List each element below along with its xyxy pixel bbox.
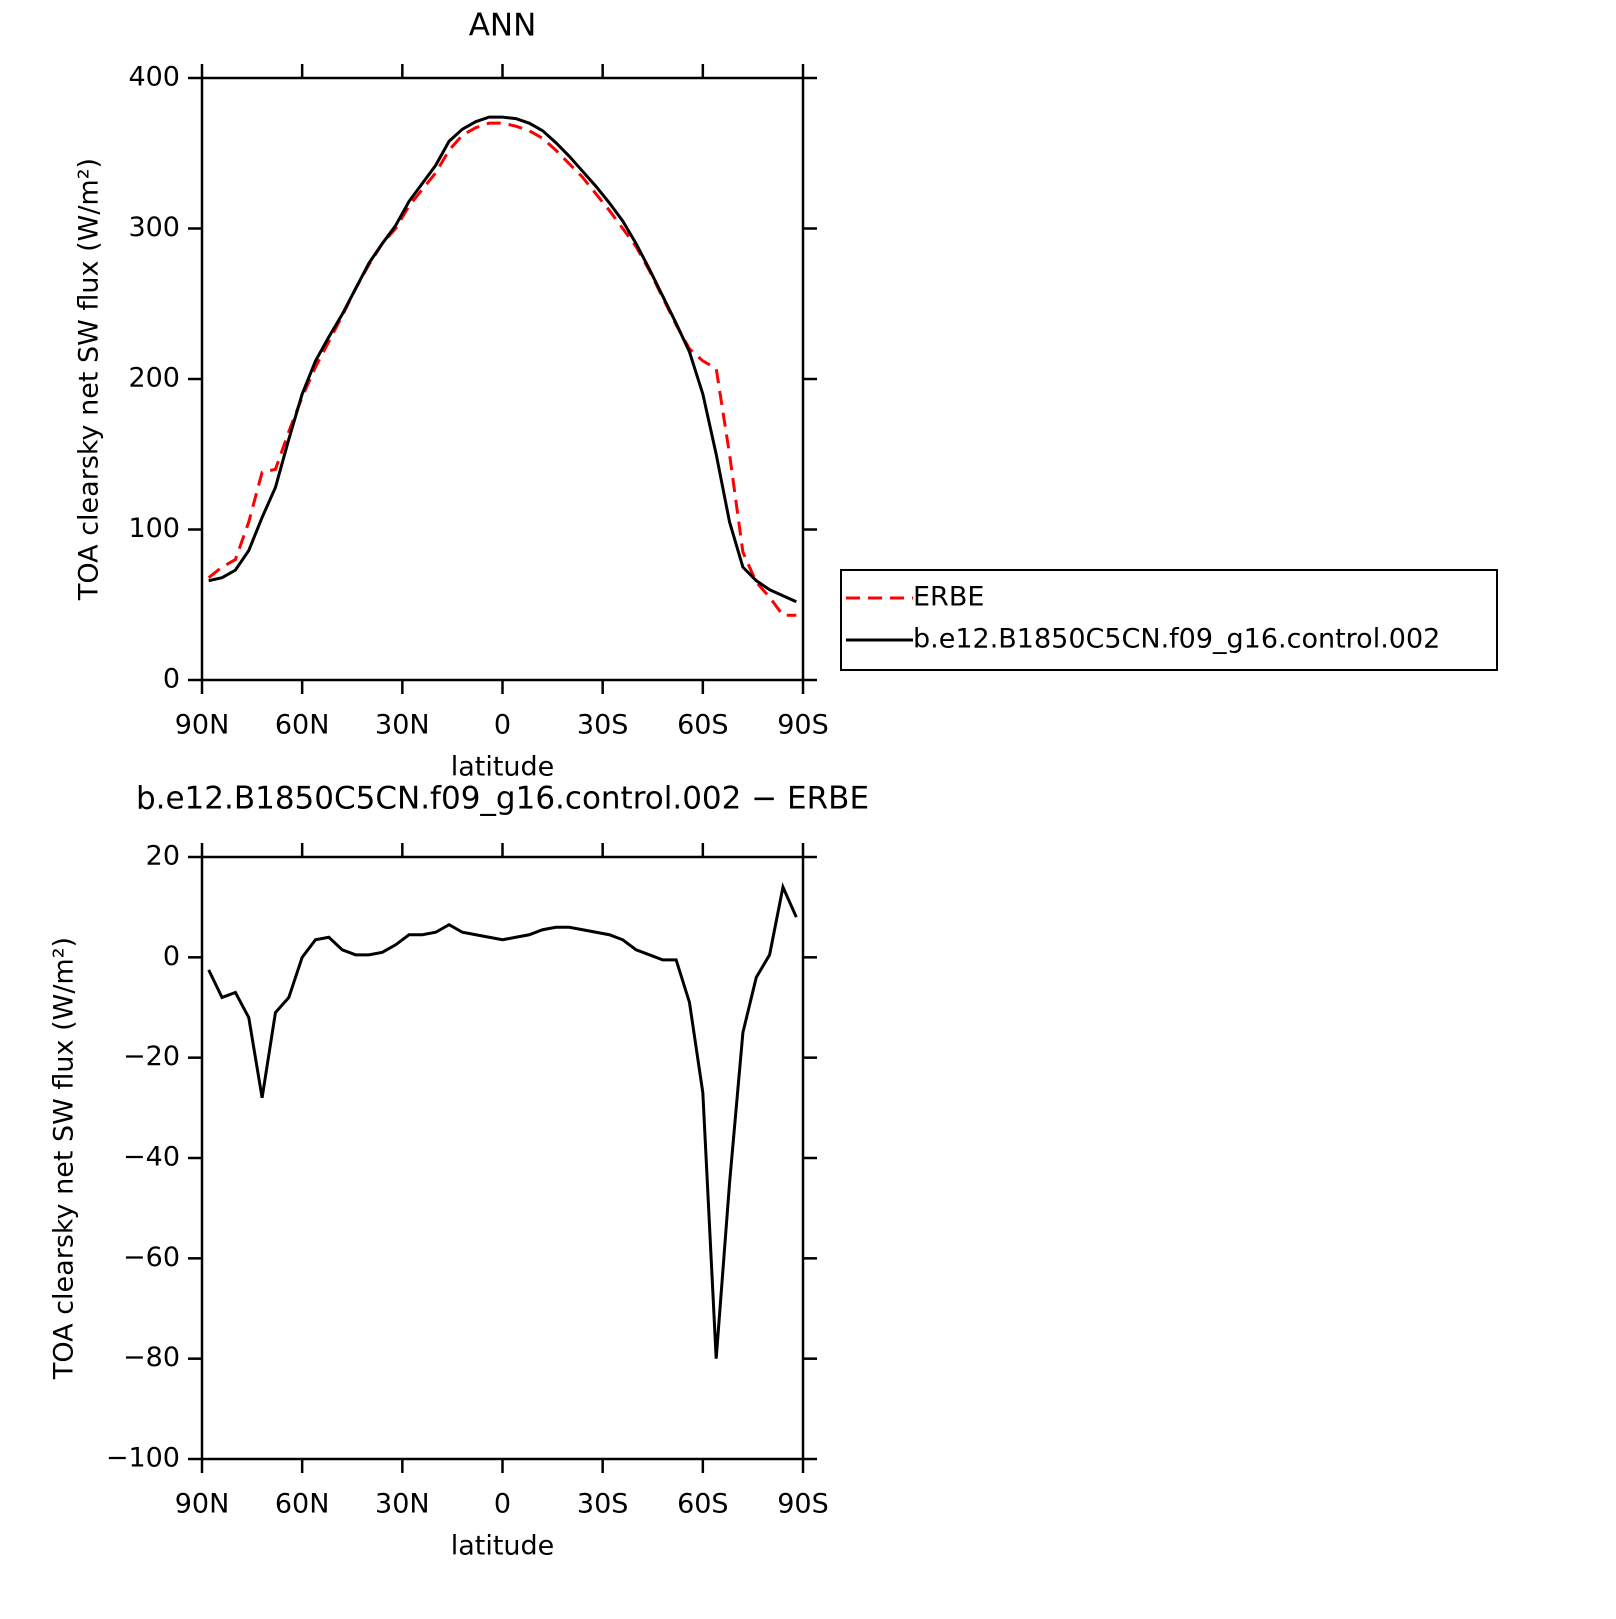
y-tick-label: −100: [106, 1443, 180, 1474]
legend-label: b.e12.B1850C5CN.f09_g16.control.002: [913, 624, 1440, 655]
x-tick-label: 60N: [275, 710, 330, 741]
x-tick-label: 30N: [375, 1489, 430, 1520]
x-tick-label: 60N: [275, 1489, 330, 1520]
x-tick-label: 90N: [175, 710, 230, 741]
legend-label: ERBE: [913, 582, 984, 613]
x-tick-label: 30S: [577, 710, 629, 741]
y-tick-label: 300: [128, 212, 180, 243]
data-line: [207, 121, 797, 617]
y-tick-label: −20: [123, 1041, 180, 1072]
plot-frame: [200, 855, 805, 1461]
x-axis-label: latitude: [451, 752, 555, 783]
chart-title: b.e12.B1850C5CN.f09_g16.control.002 − ER…: [136, 781, 869, 817]
x-tick-label: 0: [494, 710, 511, 741]
y-tick-label: 0: [163, 941, 180, 972]
y-tick-label: 100: [128, 513, 180, 544]
plot-frame: [200, 76, 805, 682]
y-axis-label: TOA clearsky net SW flux (W/m²): [49, 937, 80, 1380]
x-tick-label: 90S: [777, 1489, 829, 1520]
x-tick-label: 30N: [375, 710, 430, 741]
y-tick-label: −60: [123, 1242, 180, 1273]
y-tick-label: −40: [123, 1142, 180, 1173]
y-tick-label: 0: [163, 664, 180, 695]
x-tick-label: 90N: [175, 1489, 230, 1520]
x-tick-label: 60S: [677, 1489, 729, 1520]
y-tick-label: 400: [128, 62, 180, 93]
legend-box: [840, 569, 1498, 671]
chart-title: ANN: [469, 8, 537, 44]
x-tick-label: 0: [494, 1489, 511, 1520]
x-tick-label: 60S: [677, 710, 729, 741]
y-tick-label: 20: [146, 841, 180, 872]
y-axis-label: TOA clearsky net SW flux (W/m²): [74, 158, 105, 601]
y-tick-label: −80: [123, 1342, 180, 1373]
x-tick-label: 30S: [577, 1489, 629, 1520]
x-axis-label: latitude: [451, 1531, 555, 1562]
y-tick-label: 200: [128, 363, 180, 394]
data-line: [208, 115, 797, 604]
x-tick-label: 90S: [777, 710, 829, 741]
data-line: [207, 882, 798, 1359]
